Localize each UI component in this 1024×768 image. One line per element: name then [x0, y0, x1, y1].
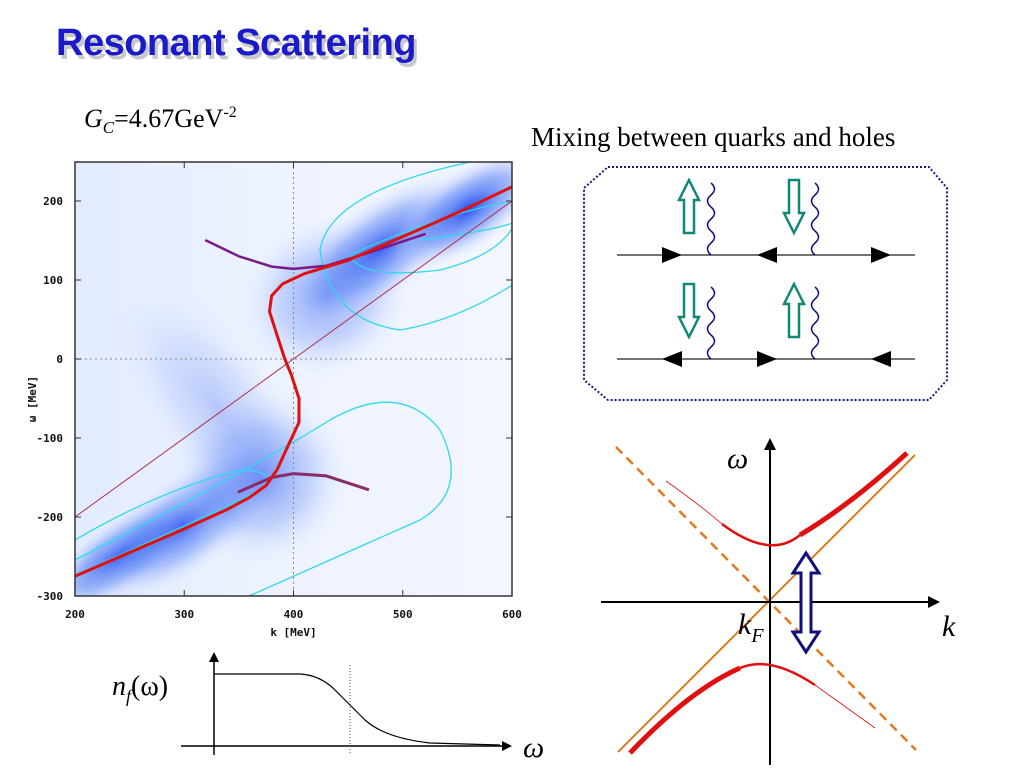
series-line-2	[237, 472, 370, 494]
series-line-0	[75, 185, 512, 578]
contour-line	[419, 222, 512, 241]
contour-line	[75, 401, 452, 596]
contour-line	[319, 162, 512, 331]
x-tick-label: 200	[65, 608, 85, 621]
y-tick-label: 0	[56, 353, 63, 366]
mixing-caption: Mixing between quarks and holes	[531, 122, 896, 152]
x-tick-label: 500	[393, 608, 413, 621]
y-tick-label: 100	[43, 274, 63, 287]
heatmap-blob	[117, 283, 317, 530]
y-axis-label: ω [MeV]	[26, 376, 39, 422]
slide-title: Resonant Scattering	[56, 22, 417, 64]
x-tick-label: 600	[502, 608, 522, 621]
x-tick-label: 400	[284, 608, 304, 621]
y-tick-label: 200	[43, 195, 63, 208]
contour-line	[75, 469, 268, 576]
x-tick-label: 300	[174, 608, 194, 621]
y-tick-label: -200	[37, 511, 64, 524]
coupling-constant: GC=4.67GeV-2	[84, 104, 237, 137]
y-tick-label: -100	[37, 432, 64, 445]
y-tick-label: -300	[37, 590, 64, 603]
series-line-3	[75, 200, 512, 518]
x-axis-label: k [MeV]	[270, 626, 316, 639]
